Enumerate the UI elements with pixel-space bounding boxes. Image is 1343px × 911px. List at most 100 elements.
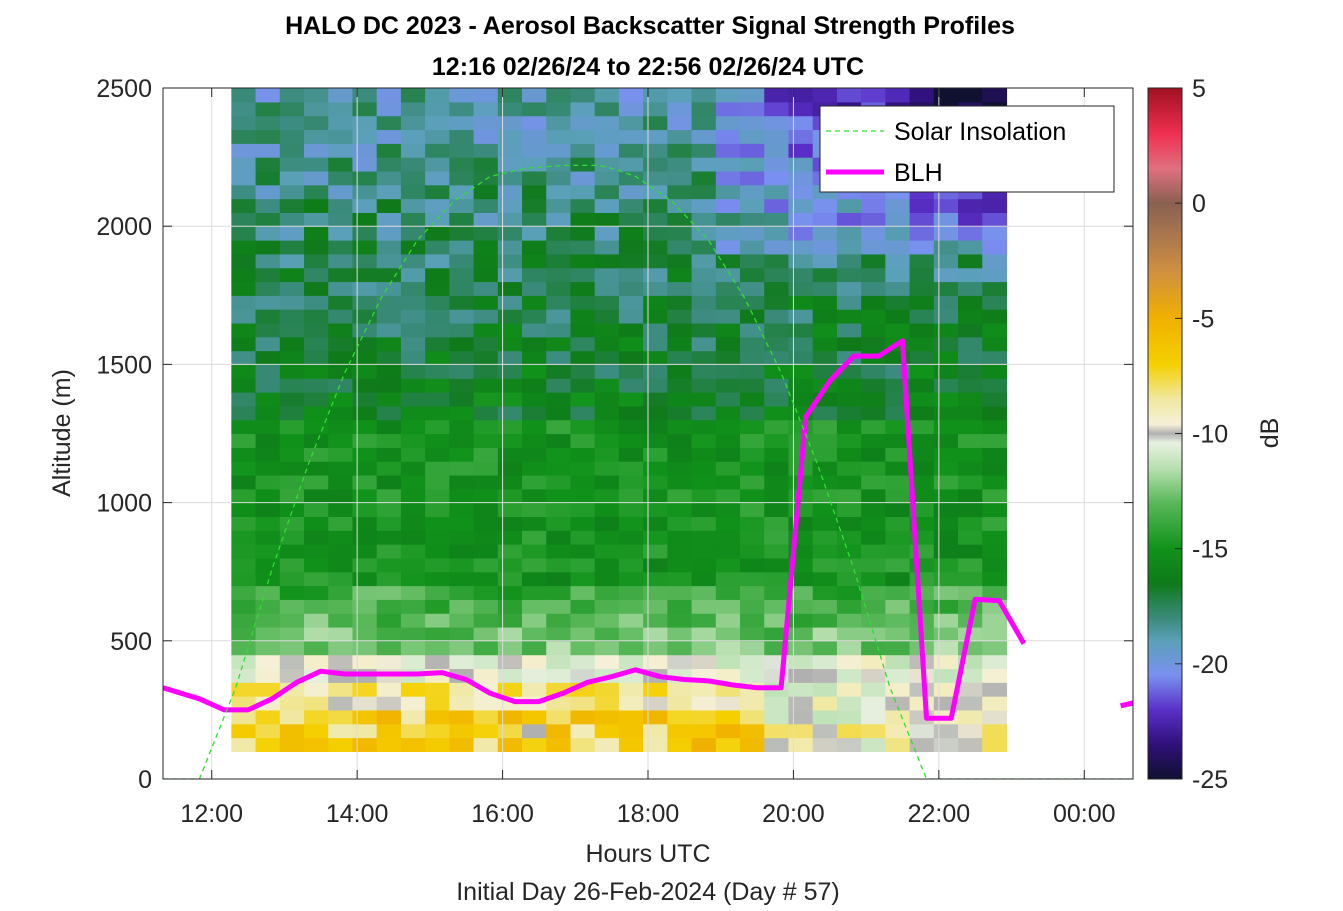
heatmap-cell <box>449 599 475 614</box>
heatmap-cell <box>255 240 281 255</box>
heatmap-cell <box>764 322 790 338</box>
heatmap-cell <box>425 474 450 490</box>
heatmap-cell <box>740 129 765 144</box>
heatmap-cell <box>497 613 523 628</box>
heatmap-cell <box>836 88 862 103</box>
heatmap-cell <box>594 571 620 587</box>
heatmap-cell <box>715 433 741 448</box>
heatmap-cell <box>764 157 790 172</box>
heatmap-cell <box>643 640 668 656</box>
heatmap-cell <box>740 309 765 324</box>
heatmap-cell <box>425 613 450 628</box>
heatmap-cell <box>836 640 862 656</box>
heatmap-cell <box>958 474 983 490</box>
heatmap-cell <box>715 571 741 587</box>
heatmap-cell <box>279 322 305 338</box>
heatmap-cell <box>231 585 257 600</box>
heatmap-cell <box>812 682 838 697</box>
heatmap-cell <box>594 295 620 310</box>
heatmap-cell <box>425 709 450 725</box>
heatmap-cell <box>788 157 814 172</box>
heatmap-cell <box>740 322 765 338</box>
heatmap-cell <box>304 626 329 642</box>
heatmap-cell <box>618 696 644 711</box>
heatmap-cell <box>691 640 717 656</box>
heatmap-cell <box>255 157 281 172</box>
x-tick-label: 22:00 <box>908 800 971 828</box>
heatmap-cell <box>643 544 668 559</box>
heatmap-cell <box>958 405 983 421</box>
heatmap-cell <box>982 212 1008 227</box>
heatmap-cell <box>449 143 475 158</box>
heatmap-cell <box>861 281 886 296</box>
heatmap-cell <box>764 405 790 421</box>
heatmap-cell <box>885 557 911 573</box>
heatmap-cell <box>231 613 257 628</box>
heatmap-cell <box>376 115 402 131</box>
heatmap-cell <box>449 571 475 587</box>
heatmap-cell <box>231 682 257 697</box>
heatmap-cell <box>643 392 668 407</box>
heatmap-cell <box>352 392 378 407</box>
heatmap-cell <box>982 585 1008 600</box>
heatmap-cell <box>304 723 329 739</box>
heatmap-cell <box>497 295 523 310</box>
heatmap-cell <box>255 516 281 531</box>
colorbar-label: dB <box>1256 418 1284 449</box>
heatmap-cell <box>473 640 499 656</box>
heatmap-cell <box>231 723 257 739</box>
heatmap-cell <box>958 253 983 269</box>
heatmap-cell <box>570 101 596 117</box>
heatmap-cell <box>861 198 886 213</box>
heatmap-cell <box>618 240 644 255</box>
heatmap-cell <box>522 378 547 393</box>
heatmap-cell <box>304 682 329 697</box>
heatmap-cell <box>740 709 765 725</box>
heatmap-cell <box>570 129 596 144</box>
heatmap-cell <box>643 101 668 117</box>
heatmap-cell <box>497 198 523 213</box>
heatmap-cell <box>497 405 523 421</box>
heatmap-cell <box>400 170 426 186</box>
heatmap-cell <box>667 502 693 518</box>
heatmap-cell <box>279 392 305 407</box>
heatmap-cell <box>933 378 959 393</box>
heatmap-cell <box>522 599 547 614</box>
heatmap-cell <box>400 253 426 269</box>
heatmap-cell <box>812 696 838 711</box>
heatmap-cell <box>691 267 717 283</box>
heatmap-cell <box>812 267 838 283</box>
heatmap-cell <box>643 516 668 531</box>
heatmap-cell <box>982 723 1008 739</box>
heatmap-cell <box>618 557 644 573</box>
heatmap-cell <box>497 585 523 600</box>
heatmap-cell <box>982 433 1008 448</box>
heatmap-cell <box>497 115 523 131</box>
heatmap-cell <box>497 474 523 490</box>
heatmap-cell <box>449 115 475 131</box>
heatmap-cell <box>449 419 475 435</box>
y-tick-label: 500 <box>110 628 152 656</box>
heatmap-cell <box>376 88 402 103</box>
heatmap-cell <box>279 364 305 379</box>
heatmap-cell <box>497 350 523 365</box>
heatmap-cell <box>400 613 426 628</box>
heatmap-cell <box>473 364 499 379</box>
heatmap-cell <box>885 626 911 642</box>
heatmap-cell <box>279 226 305 241</box>
heatmap-cell <box>982 267 1008 283</box>
heatmap-cell <box>812 281 838 296</box>
heatmap-cell <box>885 419 911 435</box>
heatmap-cell <box>352 682 378 697</box>
heatmap-cell <box>255 488 281 504</box>
heatmap-cell <box>594 88 620 103</box>
heatmap-cell <box>279 295 305 310</box>
heatmap-cell <box>425 281 450 296</box>
heatmap-cell <box>546 516 572 531</box>
heatmap-cell <box>425 737 450 752</box>
heatmap-cell <box>764 253 790 269</box>
heatmap-cell <box>400 184 426 200</box>
heatmap-cell <box>836 378 862 393</box>
heatmap-cell <box>788 585 814 600</box>
heatmap-cell <box>570 170 596 186</box>
